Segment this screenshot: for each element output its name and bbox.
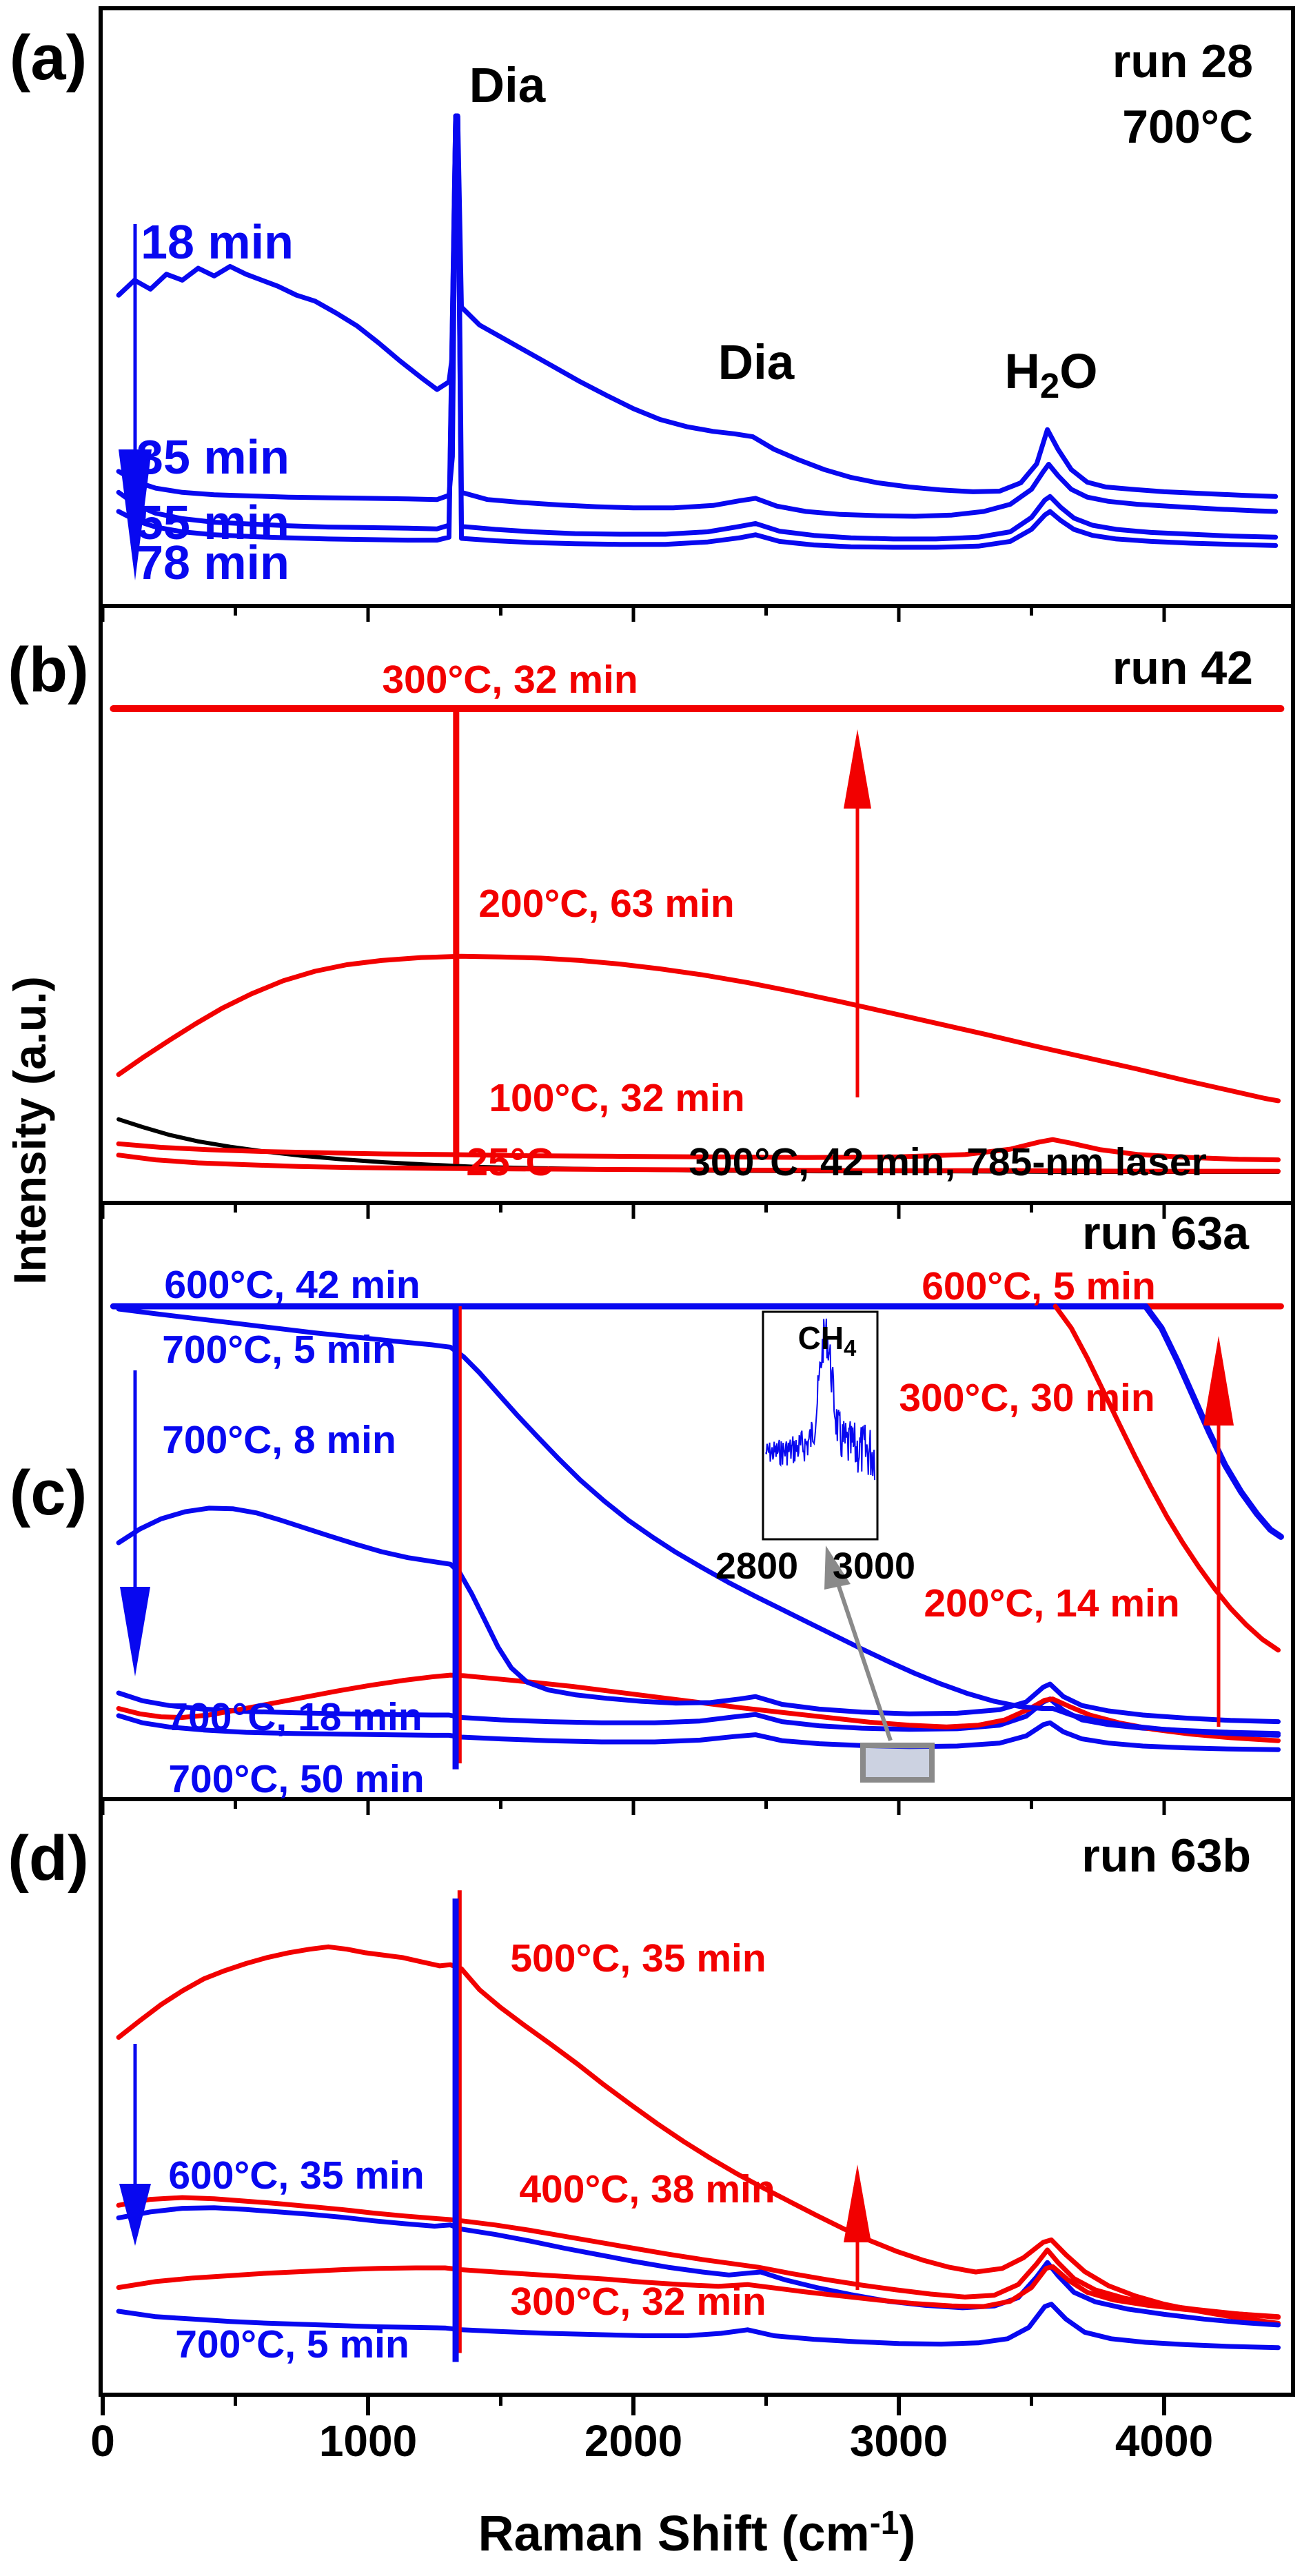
curve-label: 18 min — [141, 215, 294, 269]
series-700c-5min — [116, 1306, 1281, 1738]
arrow-head — [120, 1587, 150, 1676]
curve-label: 78 min — [136, 536, 289, 589]
curve-label: 700°C, 8 min — [162, 1418, 396, 1462]
x-tick-label: 1000 — [319, 2416, 417, 2466]
panel-letter: (b) — [8, 635, 88, 705]
series-25c — [116, 1153, 1281, 1174]
series-600c-35min — [116, 2205, 1281, 2328]
series-100c-32min — [116, 1137, 1281, 1163]
inset-source-rect — [860, 1743, 935, 1783]
ch4-inset — [762, 1310, 935, 1783]
x-tick-label: 4000 — [1115, 2416, 1213, 2466]
curve-label: 25°C — [466, 1140, 553, 1184]
arrow-head — [119, 449, 152, 580]
arrow-head — [844, 2164, 871, 2242]
x-tick-label: 0 — [90, 2416, 115, 2466]
inset-tick-label: 2800 — [715, 1545, 798, 1587]
inset-link-arrow-shaft — [835, 1581, 893, 1741]
curve-label: 200°C, 63 min — [478, 882, 734, 926]
curve-label: 600°C, 5 min — [922, 1264, 1156, 1308]
curve-label: Dia — [718, 336, 795, 390]
curve-label: 600°C, 35 min — [168, 2153, 424, 2198]
time-sequence-down-arrow — [120, 1370, 150, 1676]
temperature-sequence-up-arrow — [844, 729, 871, 1097]
series-18-min — [116, 113, 1279, 499]
curve-label: 35 min — [136, 430, 289, 484]
temperature-sequence-up-arrow — [1203, 1336, 1234, 1727]
curve-label: run 28 — [1112, 35, 1253, 88]
temperature-sequence-up-arrow — [844, 2164, 871, 2290]
curve-label: H2O — [1005, 345, 1098, 405]
curve-label: 700°C, 5 min — [162, 1328, 396, 1372]
label-part: Raman Shift (cm — [478, 2506, 870, 2562]
series-700c-50min — [116, 1713, 1281, 1752]
series-600c-42min-saturated — [110, 1303, 1284, 1540]
series-55-min — [116, 113, 1279, 542]
curve-label: 700°C, 50 min — [168, 1757, 424, 1801]
series-700c-8min — [116, 1505, 1281, 1725]
arrow-head — [1203, 1336, 1234, 1426]
label-part: H — [1005, 345, 1040, 399]
curve-label: 300°C, 42 min, 785-nm laser — [689, 1140, 1207, 1184]
inset-link-arrow-head — [824, 1545, 851, 1590]
annotations-layer — [119, 224, 1234, 2290]
curve-label: run 63b — [1081, 1829, 1251, 1882]
series-35-min — [116, 113, 1279, 519]
label-part: O — [1059, 345, 1097, 399]
inset-tick-label: 3000 — [833, 1545, 915, 1587]
series-500c-35min — [116, 1944, 1281, 2326]
curve-label: run 63a — [1082, 1207, 1250, 1259]
label-part: -1 — [870, 2505, 899, 2542]
curve-label: 55 min — [136, 496, 289, 549]
panel-c — [110, 1303, 1284, 1769]
x-tick-label: 2000 — [584, 2416, 682, 2466]
curve-label: 300°C, 32 min — [382, 658, 638, 702]
ch4-label: CH4 — [798, 1320, 857, 1361]
series-300c-32min — [116, 2264, 1281, 2320]
curve-label: 200°C, 14 min — [924, 1581, 1179, 1625]
label-part: 4 — [844, 1335, 857, 1361]
panel-letter: (c) — [10, 1458, 87, 1528]
panel-b — [110, 705, 1285, 1174]
series-700c-5min — [116, 2302, 1281, 2351]
panel-d — [116, 1890, 1281, 2362]
curve-label: 700°C — [1122, 101, 1253, 153]
frame-layer — [99, 6, 1295, 2415]
x-axis-title: Raman Shift (cm-1) — [478, 2505, 916, 2562]
curve-label: 700°C, 5 min — [175, 2322, 409, 2366]
curve-label: 600°C, 42 min — [164, 1263, 420, 1307]
series-200c-63min — [116, 953, 1281, 1104]
panel-letter: (a) — [10, 23, 87, 93]
arrow-head — [119, 2184, 151, 2246]
ch4-trace — [765, 1318, 875, 1481]
label-part: 2 — [1040, 366, 1059, 405]
arrow-head — [844, 729, 871, 809]
time-sequence-down-arrow — [119, 224, 152, 580]
curve-label: 700°C, 18 min — [166, 1695, 422, 1739]
text-layer: (a) run 28 700°C Dia Dia H2O 18 min 35 min 55 mi… — [4, 23, 1253, 2562]
curve-label: 300°C, 30 min — [899, 1376, 1154, 1420]
curve-label: Dia — [469, 59, 546, 113]
x-tick-label: 3000 — [850, 2416, 948, 2466]
time-sequence-down-arrow — [119, 2044, 151, 2246]
series-400c-38min — [116, 2195, 1281, 2320]
series-200c-14min — [116, 1672, 1281, 1743]
curve-label: run 42 — [1112, 642, 1253, 694]
label-part: ) — [899, 2506, 915, 2562]
panel-letter: (d) — [8, 1823, 88, 1894]
inset-box — [762, 1310, 879, 1541]
curve-label: 500°C, 35 min — [510, 1936, 766, 1980]
y-axis-title: Intensity (a.u.) — [4, 976, 55, 1284]
curve-label: 100°C, 32 min — [489, 1076, 744, 1120]
curve-label: 300°C, 32 min — [510, 2280, 766, 2324]
curves-layer — [110, 113, 1285, 2362]
label-part: CH — [798, 1320, 844, 1356]
series-78-min — [116, 113, 1279, 550]
series-300c-30min — [1052, 1304, 1281, 1653]
curve-label: 400°C, 38 min — [519, 2167, 775, 2211]
panel-a — [116, 113, 1279, 550]
